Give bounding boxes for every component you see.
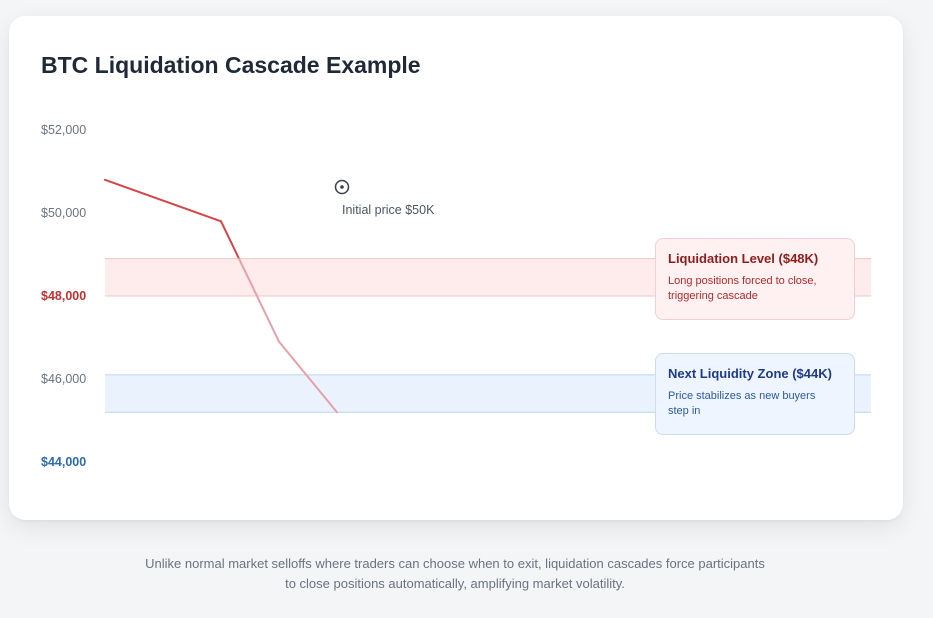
caption-line-1: Unlike normal market selloffs where trad… <box>145 556 765 571</box>
price-line-segment <box>238 257 280 343</box>
y-axis-ticks: $52,000 $50,000 $48,000 $46,000 $44,000 <box>41 123 86 469</box>
y-tick-label: $46,000 <box>41 372 86 386</box>
liquidation-callout-text: Long positions forced to close, triggeri… <box>668 274 842 304</box>
y-tick-label: $50,000 <box>41 206 86 220</box>
next-zone-text-line-2: step in <box>668 405 701 417</box>
caption: Unlike normal market selloffs where trad… <box>100 554 810 594</box>
liquidation-text-line-1: Long positions forced to close, <box>668 275 817 287</box>
y-tick-label: $52,000 <box>41 123 86 137</box>
next-liquidity-zone-callout: Next Liquidity Zone ($44K) Price stabili… <box>655 353 855 435</box>
target-icon <box>334 179 350 195</box>
next-zone-text-line-1: Price stabilizes as new buyers <box>668 390 816 402</box>
caption-line-2: to close positions automatically, amplif… <box>285 576 625 591</box>
price-line-segment <box>220 220 240 260</box>
annotation-layer: Initial price $50K <box>334 179 435 217</box>
liquidation-text-line-2: triggering cascade <box>668 290 758 302</box>
liquidation-callout-title: Liquidation Level ($48K) <box>668 251 819 266</box>
chart-title: BTC Liquidation Cascade Example <box>41 52 421 78</box>
price-line-segment <box>104 178 222 223</box>
next-zone-callout-text: Price stabilizes as new buyers step in <box>668 389 842 419</box>
y-tick-label: $48,000 <box>41 289 86 303</box>
next-zone-callout-title: Next Liquidity Zone ($44K) <box>668 366 832 381</box>
price-line-segment <box>278 340 338 414</box>
initial-price-label: Initial price $50K <box>342 203 435 217</box>
chart-card: BTC Liquidation Cascade Example $52,000 $… <box>9 16 903 520</box>
price-line-layer <box>104 178 338 414</box>
liquidation-level-callout: Liquidation Level ($48K) Long positions … <box>655 238 855 320</box>
y-tick-label: $44,000 <box>41 455 86 469</box>
